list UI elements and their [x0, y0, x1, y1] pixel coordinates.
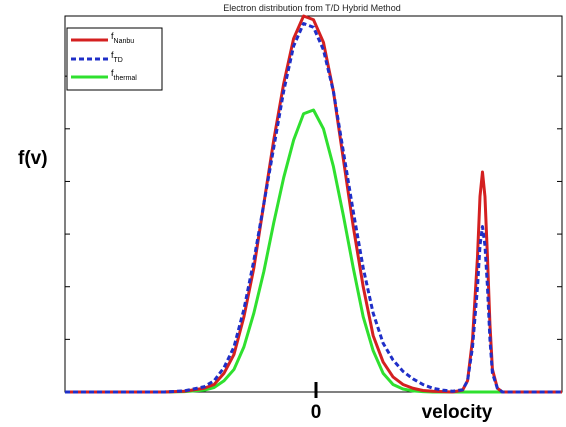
legend: fNanbu fTD fthermal	[66, 27, 163, 91]
y-ticks	[65, 75, 562, 340]
series-line-nanbu	[65, 14, 562, 394]
x-axis-label: velocity	[422, 402, 493, 423]
chart-title: Electron distribution from T/D Hybrid Me…	[223, 3, 400, 13]
series-layer	[65, 14, 562, 394]
series-line-td	[65, 22, 562, 394]
legend-label-nanbu: fNanbu	[111, 31, 134, 45]
y-axis-label: f(v)	[18, 148, 48, 169]
legend-label-thermal: fthermal	[111, 68, 137, 82]
legend-label-td: fTD	[111, 50, 123, 64]
x-tick-label-zero: 0	[311, 402, 322, 423]
